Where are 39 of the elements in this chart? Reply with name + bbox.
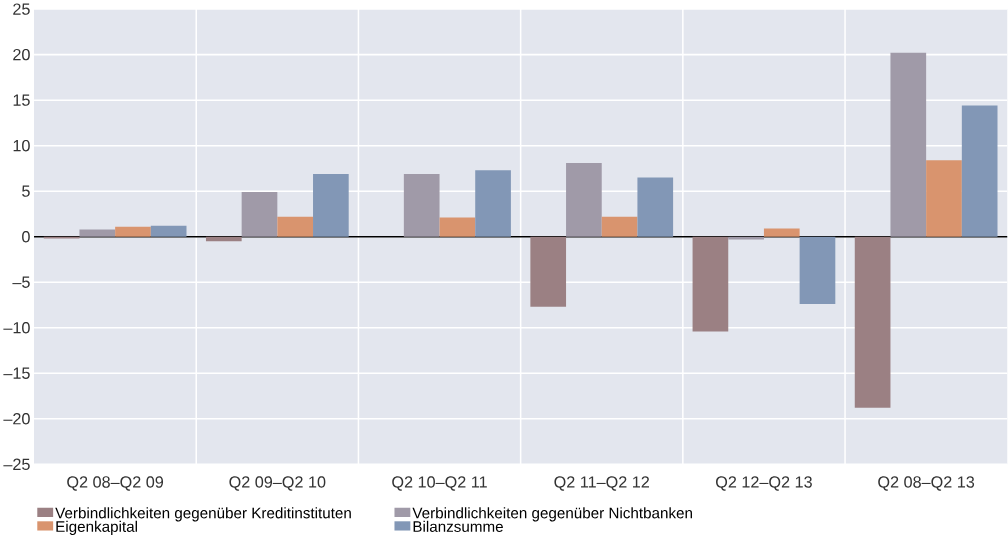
y-tick-label: 20 [13,48,30,61]
bar [637,177,674,237]
bar [313,173,349,237]
bar [439,217,476,237]
y-tick-label: –5 [12,276,30,288]
bar [961,105,998,237]
bar [115,226,151,237]
y-tick-label: –15 [3,367,30,379]
bar [150,225,187,237]
bar [79,229,116,237]
x-tick-label: Q2 08–Q2 13 [878,476,975,491]
bar [241,191,278,237]
y-tick-label: 5 [22,185,30,197]
bar [601,216,638,237]
y-tick-label: –25 [3,458,30,470]
x-tick-label: Q2 10–Q2 11 [392,476,487,491]
y-tick-label: 15 [13,94,30,106]
bar [277,216,314,237]
bar [403,173,440,237]
y-tick-label: 10 [13,139,30,152]
x-tick-label: Q2 08–Q2 09 [67,476,164,491]
bar [799,236,836,304]
x-tick-label: Q2 12–Q2 13 [716,476,812,491]
bar [926,160,962,237]
bar [566,162,602,237]
bar [530,236,567,307]
y-tick-label: 0 [22,230,30,243]
bar [763,228,800,237]
y-tick-label: –20 [3,412,30,425]
bar [854,236,891,408]
legend-label: Eigenkapital [56,520,137,535]
x-tick-label: Q2 11–Q2 12 [554,476,649,491]
bar [475,170,511,237]
x-tick-label: Q2 09–Q2 10 [229,476,326,491]
y-tick-label: –10 [3,321,30,334]
bar [692,236,729,332]
legend-label: Bilanzsumme [413,520,503,532]
bar [890,52,927,237]
y-tick-label: 25 [13,3,30,15]
